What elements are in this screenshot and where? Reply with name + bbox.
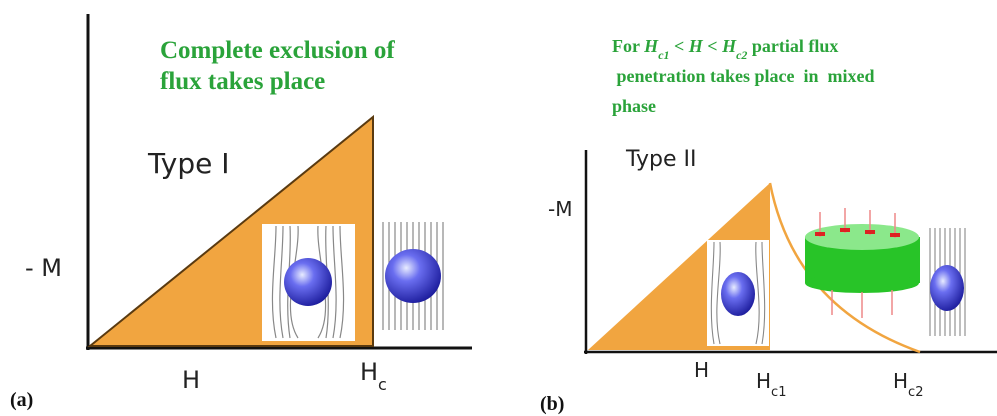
x-axis-label: H <box>694 358 709 382</box>
text-part: c1 <box>658 48 669 62</box>
text-part: < <box>703 36 722 56</box>
text-part: c2 <box>736 48 747 62</box>
panel-b: For Hc1 < H < Hc2 partial flux penetrati… <box>540 36 997 415</box>
text-part: H <box>721 36 737 56</box>
x-axis-label: H <box>182 366 200 394</box>
note-line: For Hc1 < H < Hc2 partial flux <box>612 36 838 62</box>
text-part: partial flux <box>747 36 838 56</box>
mixed-state-cylinder <box>805 208 920 318</box>
text-part: c2 <box>908 385 923 400</box>
note-line: flux takes place <box>160 68 325 95</box>
field-lines <box>710 241 766 345</box>
normal-sphere <box>385 249 441 303</box>
type-label: Type II <box>625 147 697 172</box>
text-part: c1 <box>771 385 786 400</box>
text-part: H <box>643 36 659 56</box>
text-part: phase <box>612 96 656 116</box>
panel-label: (b) <box>540 393 564 415</box>
note-line: phase <box>612 96 656 116</box>
panel-label: (a) <box>10 389 33 411</box>
text-part: H <box>688 36 704 56</box>
note-line: penetration takes place in mixed <box>612 66 875 86</box>
y-axis-label: -M <box>548 197 572 221</box>
text-part: < <box>670 36 689 56</box>
panel-a: Complete exclusion of flux takes place T… <box>10 14 472 411</box>
x-axis-label: Hc2 <box>893 369 923 400</box>
superconductor-sphere <box>284 258 332 306</box>
text-part: c <box>378 375 387 394</box>
x-axis-label: Hc1 <box>756 369 786 400</box>
normal-sphere <box>930 265 964 311</box>
type-label: Type I <box>147 147 229 180</box>
text-part: penetration takes place in mixed <box>612 66 875 86</box>
text-part: H <box>756 369 771 393</box>
text-part: H <box>694 358 709 382</box>
text-part: For <box>612 36 644 56</box>
text-part: H <box>182 366 200 394</box>
text-part: H <box>360 358 378 386</box>
superconductor-sphere <box>721 272 755 316</box>
text-part: H <box>893 369 908 393</box>
note-line: Complete exclusion of <box>160 37 395 64</box>
y-axis-label: - M <box>25 254 62 282</box>
x-axis-label: Hc <box>360 358 387 394</box>
